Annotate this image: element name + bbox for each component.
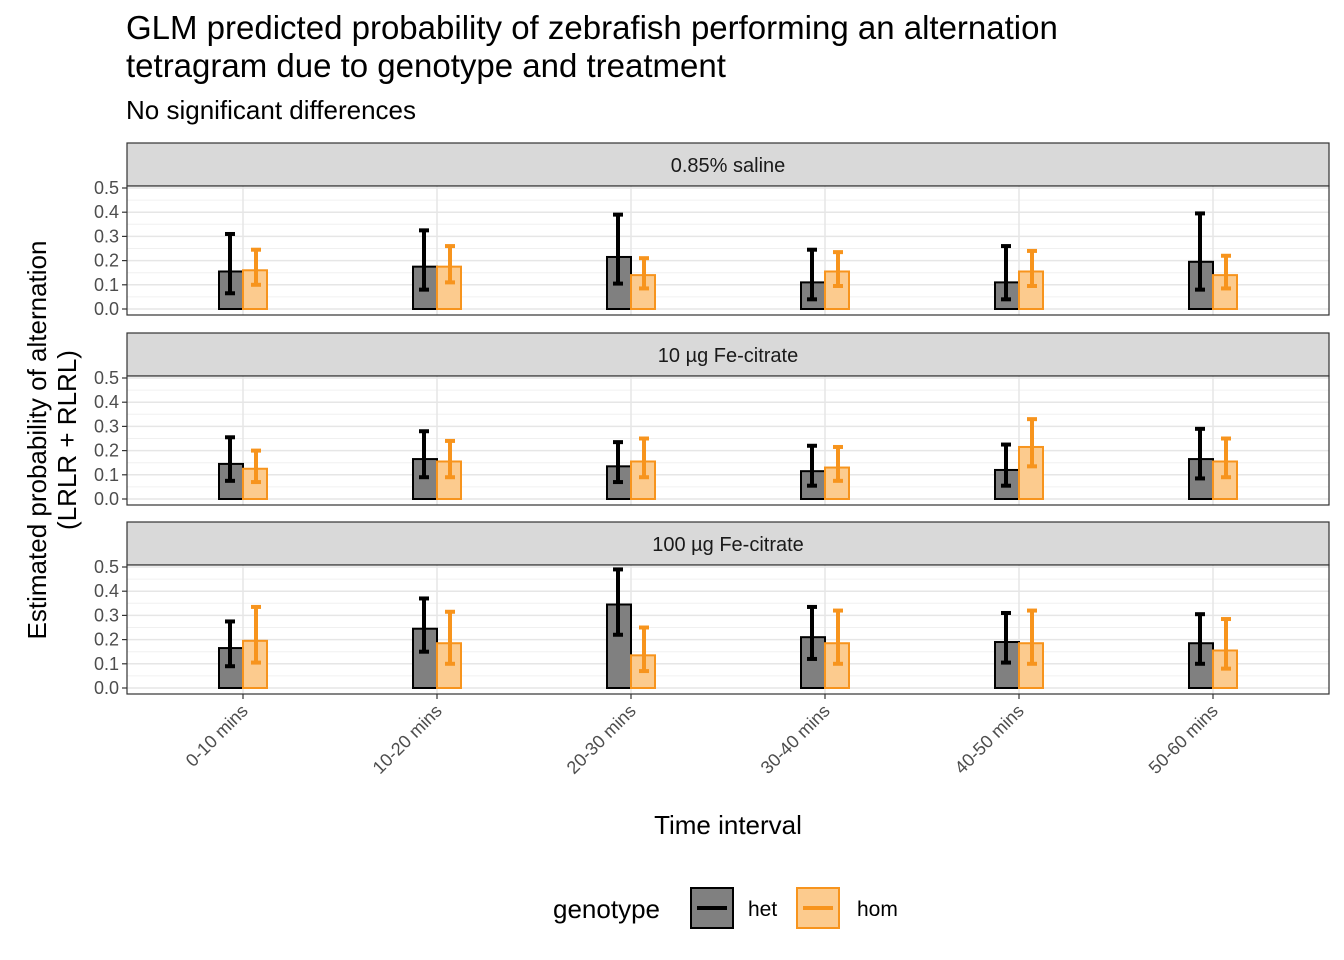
legend: genotype het hom [553,887,898,929]
facet-strip-label: 0.85% saline [671,155,786,177]
y-tick-label: 0.5 [94,178,119,198]
y-tick-label: 0.2 [94,630,119,650]
x-tick-label: 40-50 mins [951,701,1028,778]
y-tick-label: 0.5 [94,557,119,577]
y-tick-label: 0.0 [94,489,119,509]
x-tick-label: 20-30 mins [563,701,640,778]
y-tick-label: 0.0 [94,299,119,319]
panel-border [126,185,1330,316]
y-tick-label: 0.5 [94,368,119,388]
panel-background [127,186,1329,315]
facet-panel: 100 µg Fe-citrate 0.0 0.1 0.2 0.3 0.4 0.5 [94,521,1330,698]
y-tick-label: 0.2 [94,441,119,461]
y-tick-label: 0.4 [94,581,119,601]
panel-background [127,565,1329,694]
x-tick-label: 0-10 mins [182,701,252,771]
y-tick-label: 0.2 [94,251,119,271]
y-axis-title-line1: Estimated probability of alternation [22,241,52,640]
y-tick-label: 0.3 [94,226,119,246]
bar-hom [630,460,656,500]
facet-strip-label: 100 µg Fe-citrate [652,534,804,556]
chart-subtitle: No significant differences [126,95,416,125]
y-tick-label: 0.1 [94,654,119,674]
chart-title-line2: tetragram due to genotype and treatment [126,47,726,84]
panel-border [126,564,1330,695]
y-tick-label: 0.1 [94,275,119,295]
x-tick-label: 30-40 mins [757,701,834,778]
facet-strip [126,332,1330,377]
chart-title-line1: GLM predicted probability of zebrafish p… [126,9,1058,46]
y-tick-label: 0.3 [94,416,119,436]
facet-panel: 0.85% saline 0.0 0.1 0.2 0.3 0.4 0.5 [94,142,1330,319]
facet-strip-label: 10 µg Fe-citrate [658,345,798,367]
panel-background [127,376,1329,505]
y-axis-title-line2: (LRLR + RLRL) [52,350,82,530]
x-tick-label: 10-20 mins [369,701,446,778]
legend-title: genotype [553,894,660,924]
facet-strip [126,521,1330,566]
x-axis: 0-10 mins 10-20 mins 20-30 mins 30-40 mins 4… [182,694,1222,778]
facet-panel: 10 µg Fe-citrate 0.0 0.1 0.2 0.3 0.4 0.5 [94,332,1330,509]
y-tick-label: 0.4 [94,392,119,412]
y-tick-label: 0.0 [94,678,119,698]
legend-label-het: het [748,898,777,921]
y-tick-label: 0.1 [94,465,119,485]
panel-border [126,375,1330,506]
facet-strip [126,142,1330,187]
x-tick-label: 50-60 mins [1145,701,1222,778]
legend-label-hom: hom [857,898,898,921]
y-tick-label: 0.3 [94,605,119,625]
x-axis-title: Time interval [654,810,802,840]
y-tick-label: 0.4 [94,202,119,222]
